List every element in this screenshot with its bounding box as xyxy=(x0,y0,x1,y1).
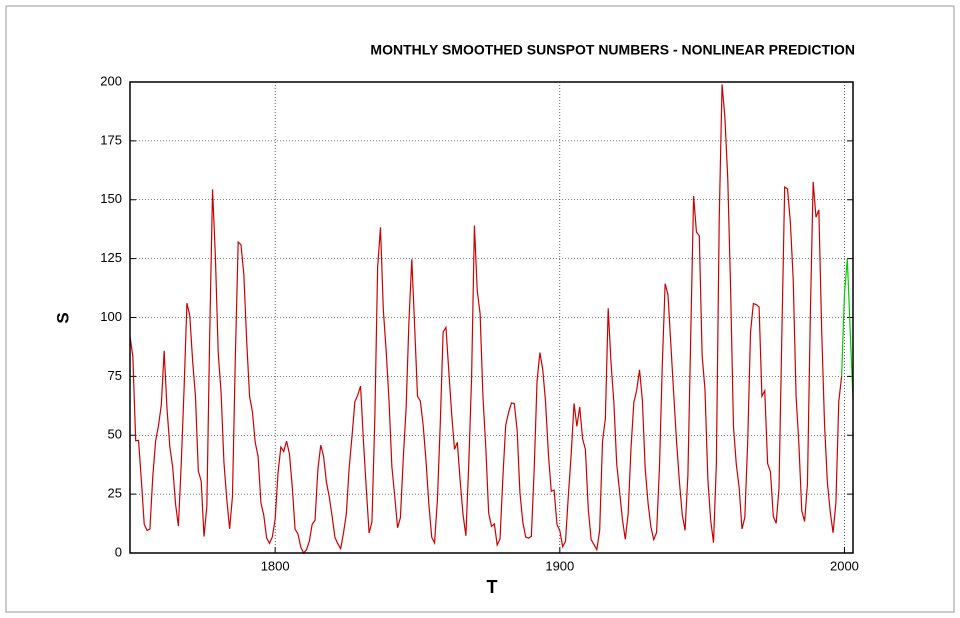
y-tick-label: 125 xyxy=(100,250,122,265)
y-tick-label: 25 xyxy=(108,486,122,501)
x-tick-label: 1800 xyxy=(261,558,290,573)
chart-title: MONTHLY SMOOTHED SUNSPOT NUMBERS - NONLI… xyxy=(370,42,855,58)
x-tick-label: 2000 xyxy=(830,558,859,573)
plot-frame xyxy=(129,81,854,554)
series-line xyxy=(841,258,854,400)
x-axis-label: T xyxy=(487,577,498,597)
x-tick-label: 1900 xyxy=(545,558,574,573)
series-line xyxy=(129,84,843,555)
y-tick-label: 175 xyxy=(100,132,122,147)
y-tick-label: 75 xyxy=(108,368,122,383)
y-tick-label: 100 xyxy=(100,309,122,324)
y-tick-label: 50 xyxy=(108,427,122,442)
y-tick-label: 0 xyxy=(115,544,122,559)
frame xyxy=(5,5,955,613)
y-tick-label: 150 xyxy=(100,191,122,206)
y-axis-label: S xyxy=(53,312,72,323)
y-tick-label: 200 xyxy=(100,73,122,88)
